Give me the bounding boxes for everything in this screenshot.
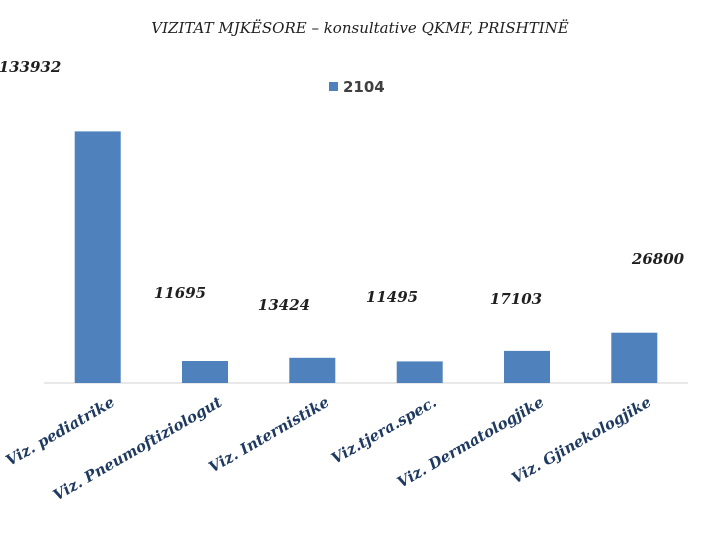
data-label-3: 13424 [258,296,310,314]
bar-6 [611,332,658,383]
data-label-2: 11695 [154,284,206,302]
category-label-4: Viz.tjera.spec. [328,393,440,468]
bar-1 [74,131,121,383]
category-label-3: Viz. Internistike [206,393,333,477]
category-label-2: Viz. Pneumoftiziologut [50,393,225,505]
bar-5 [504,350,550,383]
category-label-1: Viz. pediatrike [3,393,118,470]
data-label-6: 26800 [631,250,685,268]
chart-title: VIZITAT MJKËSORE – konsultative QKMF, PR… [151,19,569,37]
legend: 2104 [329,78,385,96]
bar-3 [289,357,336,383]
data-label-4: 11495 [366,288,418,306]
legend-swatch [329,82,338,91]
data-labels-group: 133932 11695 13424 11495 17103 26800 [0,58,685,314]
data-label-5: 17103 [490,290,542,308]
legend-label: 2104 [343,78,385,96]
bar-2 [182,361,228,383]
data-label-1: 133932 [0,58,61,76]
bar-4 [396,361,443,383]
bars-group [74,131,658,383]
